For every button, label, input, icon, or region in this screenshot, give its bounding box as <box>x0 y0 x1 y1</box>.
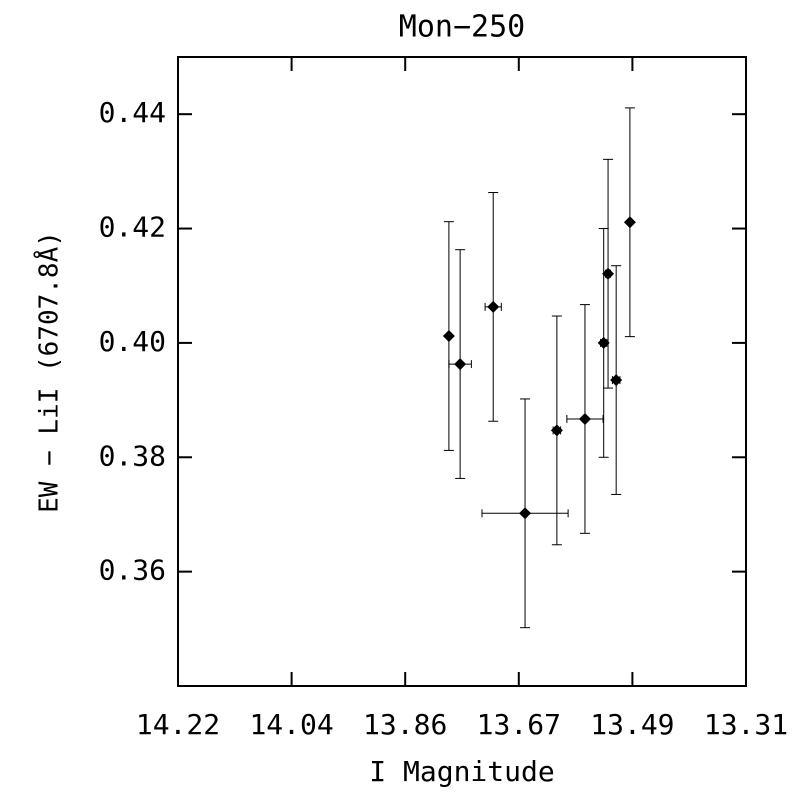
point <box>610 374 623 387</box>
point <box>623 216 636 229</box>
x-tick-label: 13.67 <box>477 708 561 741</box>
x-tick-label: 13.86 <box>363 708 447 741</box>
chart-title: Mon−250 <box>399 10 525 45</box>
x-tick-label: 13.49 <box>590 708 674 741</box>
x-tick-label: 14.04 <box>249 708 333 741</box>
point <box>578 412 591 425</box>
y-tick-label: 0.38 <box>99 439 166 472</box>
y-tick-label: 0.44 <box>99 96 166 129</box>
x-tick-label: 13.31 <box>704 708 788 741</box>
plot-frame <box>177 56 747 687</box>
point <box>442 330 455 343</box>
y-axis-label: EW − LiI (6707.8Å) <box>33 231 65 513</box>
x-tick-label: 14.22 <box>136 708 220 741</box>
point <box>550 424 563 437</box>
point <box>487 300 500 313</box>
point <box>597 336 610 349</box>
y-tick-label: 0.42 <box>99 211 166 244</box>
y-tick-label: 0.36 <box>99 554 166 587</box>
point <box>519 507 532 520</box>
point <box>602 267 615 280</box>
x-axis-label: I Magnitude <box>369 755 554 788</box>
point <box>454 358 467 371</box>
y-tick-label: 0.40 <box>99 325 166 358</box>
